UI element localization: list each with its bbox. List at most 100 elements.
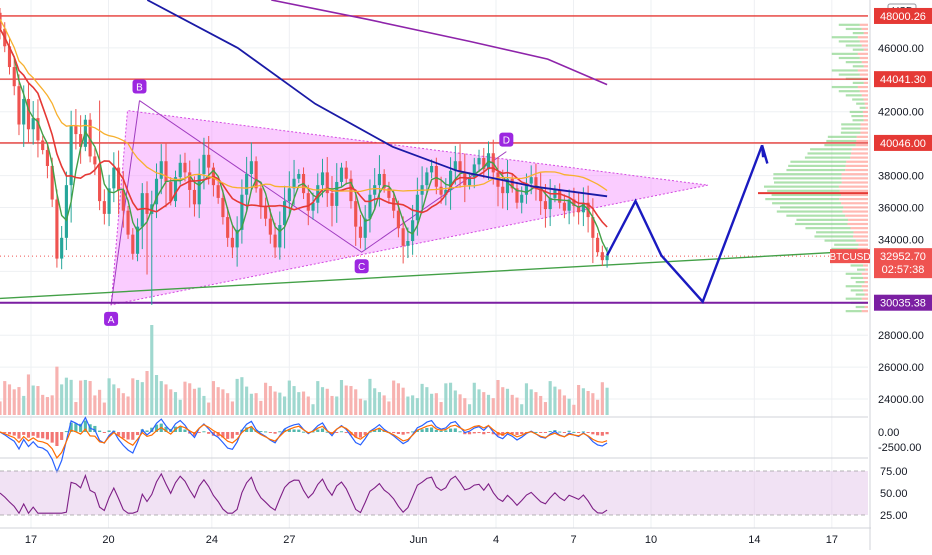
macd-histogram-bar (26, 432, 31, 438)
price-tick-label: 36000.00 (878, 203, 924, 215)
time-tick-label: 24 (206, 534, 218, 546)
volume-bar (22, 395, 26, 415)
macd-histogram-bar (577, 432, 581, 433)
macd-histogram-bar (600, 432, 604, 436)
volume-bar (577, 384, 581, 415)
volume-profile-up (856, 102, 865, 105)
macd-histogram-bar (411, 431, 415, 433)
volume-profile-down (857, 52, 868, 55)
candle-body (558, 189, 562, 203)
macd-histogram-bar (453, 428, 457, 432)
pattern-point-label: B (136, 83, 143, 94)
candle-body (316, 185, 320, 203)
volume-bar (496, 380, 500, 415)
candle-body (41, 140, 45, 151)
volume-profile-down (847, 218, 868, 221)
volume-profile-up (845, 272, 862, 275)
volume-profile-down (845, 214, 868, 217)
candle-body (335, 181, 339, 206)
candle-body (529, 177, 533, 184)
volume-profile-up (849, 110, 863, 114)
volume-profile-up (779, 206, 844, 209)
macd-histogram-bar (55, 432, 59, 446)
candle-body (425, 172, 429, 186)
macd-histogram-bar (472, 432, 476, 434)
macd-histogram-bar (581, 431, 585, 433)
volume-profile-down (861, 27, 868, 31)
volume-bar (415, 398, 419, 415)
volume-bar (591, 393, 595, 415)
candle-body (358, 226, 363, 238)
volume-profile-down (845, 168, 868, 172)
candle-body (415, 194, 419, 221)
volume-bar (529, 389, 533, 415)
candle-body (7, 46, 12, 68)
volume-profile-up (852, 119, 864, 122)
candle-body (354, 201, 358, 227)
time-tick-label: 7 (570, 534, 576, 546)
volume-profile-up (831, 85, 858, 89)
time-tick-label: 4 (493, 534, 499, 546)
macd-histogram-bar (363, 432, 367, 435)
macd-histogram-bar (496, 432, 500, 436)
candle-body (126, 210, 130, 235)
volume-bar (7, 384, 12, 415)
volume-bar (207, 402, 211, 415)
volume-profile-up (774, 181, 842, 184)
macd-histogram-bar (482, 432, 486, 435)
macd-histogram-bar (392, 432, 396, 434)
candle-body (173, 177, 178, 202)
level-price-tag (874, 134, 932, 151)
time-tick-label: 17 (25, 534, 37, 546)
volume-profile-down (856, 139, 868, 143)
volume-bar (264, 382, 268, 415)
volume-profile-down (841, 193, 868, 197)
macd-histogram-bar (339, 431, 344, 433)
volume-profile-up (852, 81, 864, 84)
volume-profile-up (838, 40, 860, 43)
candle-body (344, 167, 348, 179)
macd-histogram-bar (207, 432, 211, 434)
macd-histogram-bar (268, 432, 272, 433)
volume-profile-up (845, 44, 862, 47)
volume-bar (387, 401, 391, 415)
volume-bar (472, 382, 476, 415)
level-price-tag (874, 294, 932, 311)
candle-body (169, 181, 173, 202)
level-price-label: 40046.00 (880, 138, 926, 150)
candle-body (249, 161, 253, 174)
macd-histogram-bar (335, 432, 339, 433)
volume-bar (140, 382, 144, 415)
price-tick-label: 26000.00 (878, 362, 924, 374)
volume-profile-down (864, 102, 868, 105)
volume-bar (31, 385, 35, 415)
macd-tick-label: 0.00 (878, 427, 899, 439)
last-price-label: 32952.70 (880, 251, 926, 263)
volume-bar (600, 382, 604, 415)
macd-histogram-bar (121, 432, 125, 439)
volume-profile-down (838, 185, 868, 188)
volume-bar (287, 380, 291, 415)
price-tick-label: 28000.00 (878, 330, 924, 342)
macd-histogram-bar (591, 432, 595, 435)
volume-profile-up (788, 164, 846, 167)
volume-profile-down (859, 40, 868, 43)
macd-histogram-bar (178, 426, 182, 432)
candle-body (534, 177, 538, 189)
volume-profile-up (851, 115, 864, 118)
pattern-point-label: C (358, 262, 365, 273)
volume-profile-up (845, 94, 862, 97)
volume-bar (486, 394, 491, 415)
ma-blue-line (146, 0, 608, 198)
candle-body (501, 186, 505, 194)
candle-body (235, 229, 239, 248)
volume-profile-up (855, 293, 865, 296)
volume-bar (164, 384, 168, 415)
macd-histogram-bar (31, 432, 35, 436)
volume-profile-up (805, 227, 851, 230)
volume-bar (401, 387, 405, 415)
moving-averages (0, 0, 608, 252)
volume-profile-up (767, 189, 840, 192)
